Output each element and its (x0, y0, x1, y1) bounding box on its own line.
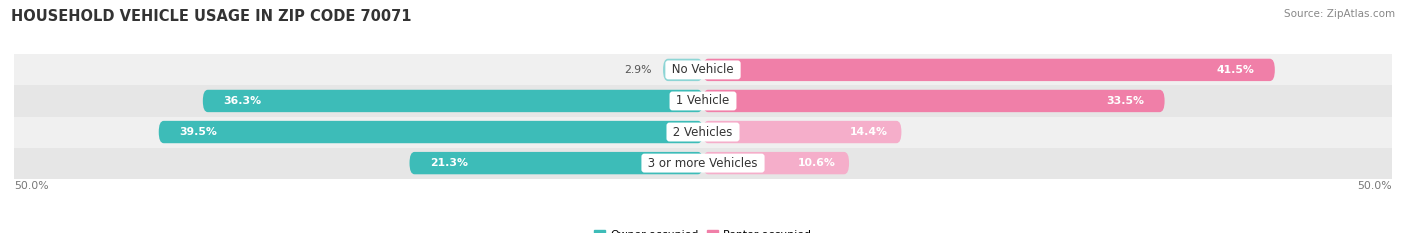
FancyBboxPatch shape (202, 90, 703, 112)
FancyBboxPatch shape (409, 152, 703, 174)
Bar (14, 116, 1392, 147)
Text: 1 Vehicle: 1 Vehicle (672, 94, 734, 107)
FancyBboxPatch shape (703, 121, 901, 143)
Text: 3 or more Vehicles: 3 or more Vehicles (644, 157, 762, 170)
Text: 2 Vehicles: 2 Vehicles (669, 126, 737, 139)
Text: 36.3%: 36.3% (224, 96, 262, 106)
Bar (14, 54, 1392, 86)
Text: Source: ZipAtlas.com: Source: ZipAtlas.com (1284, 9, 1395, 19)
FancyBboxPatch shape (703, 90, 1164, 112)
FancyBboxPatch shape (703, 152, 849, 174)
Text: 39.5%: 39.5% (180, 127, 218, 137)
Text: HOUSEHOLD VEHICLE USAGE IN ZIP CODE 70071: HOUSEHOLD VEHICLE USAGE IN ZIP CODE 7007… (11, 9, 412, 24)
Text: 50.0%: 50.0% (14, 181, 49, 191)
Text: 2.9%: 2.9% (624, 65, 652, 75)
Text: 41.5%: 41.5% (1216, 65, 1254, 75)
Text: No Vehicle: No Vehicle (668, 63, 738, 76)
Text: 14.4%: 14.4% (849, 127, 887, 137)
Text: 50.0%: 50.0% (1357, 181, 1392, 191)
Text: 21.3%: 21.3% (430, 158, 468, 168)
FancyBboxPatch shape (159, 121, 703, 143)
FancyBboxPatch shape (664, 59, 703, 81)
FancyBboxPatch shape (703, 59, 1275, 81)
Legend: Owner-occupied, Renter-occupied: Owner-occupied, Renter-occupied (589, 225, 817, 233)
Bar (14, 86, 1392, 116)
Text: 10.6%: 10.6% (797, 158, 835, 168)
Bar (14, 147, 1392, 179)
Text: 33.5%: 33.5% (1107, 96, 1144, 106)
